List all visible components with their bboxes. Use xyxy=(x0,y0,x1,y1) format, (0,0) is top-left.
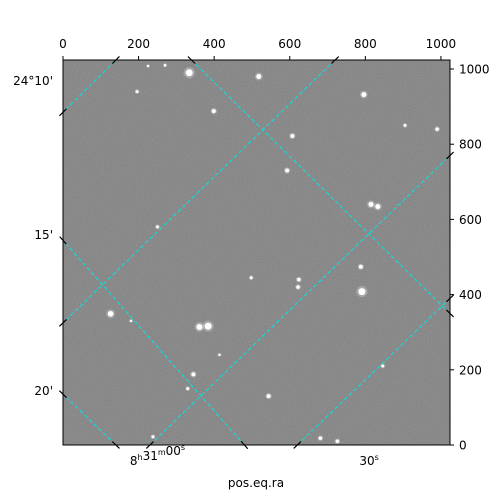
star xyxy=(256,74,262,80)
x-axis-label: pos.eq.ra xyxy=(228,476,284,490)
plot-frame xyxy=(62,59,451,446)
right-tick-label: 0 xyxy=(459,439,467,453)
top-tick-label: 800 xyxy=(354,37,377,51)
plot-area xyxy=(62,59,451,446)
world-tick-mark xyxy=(187,56,196,64)
dec-tick-label: 24°10' xyxy=(13,74,53,88)
star xyxy=(435,127,439,131)
star xyxy=(155,225,159,229)
star xyxy=(146,64,150,68)
star xyxy=(285,168,290,173)
star xyxy=(129,319,133,323)
world-tick-mark xyxy=(446,309,454,318)
ra-grid-line xyxy=(296,298,450,445)
star xyxy=(358,264,363,269)
top-tick-label: 600 xyxy=(278,37,301,51)
star xyxy=(135,90,139,94)
dec-tick-label: 20' xyxy=(34,384,53,398)
world-tick-mark xyxy=(293,441,302,449)
dec-grid-line xyxy=(63,239,245,445)
ra-grid-line xyxy=(63,60,336,324)
star xyxy=(403,123,407,127)
star xyxy=(335,439,340,444)
star xyxy=(266,394,271,399)
pixel-axis-ticks: 0 200 400 600 800 1000 0 200 400 600 800 1000 xyxy=(59,37,489,453)
world-tick-mark xyxy=(111,441,120,449)
right-tick-label: 600 xyxy=(459,213,482,227)
star xyxy=(318,436,323,441)
ra-tick-label: 30s xyxy=(359,453,378,468)
image-noise xyxy=(63,60,450,445)
star xyxy=(297,277,301,282)
dec-grid-line xyxy=(191,60,450,314)
world-tick-mark xyxy=(240,440,249,450)
world-tick-mark xyxy=(445,151,455,160)
star xyxy=(296,285,300,289)
star xyxy=(185,69,193,77)
world-tick-mark xyxy=(111,56,120,64)
world-tick-mark xyxy=(58,390,68,399)
star xyxy=(186,387,190,391)
world-tick-mark xyxy=(331,56,340,64)
star xyxy=(381,364,385,368)
star xyxy=(196,323,203,330)
star xyxy=(358,288,366,296)
top-tick-label: 1000 xyxy=(426,37,457,51)
world-axis-ticks: 8h31m00s 30s 24°10' 15' 20' xyxy=(13,56,455,468)
world-tick-mark xyxy=(59,236,67,245)
top-tick-label: 0 xyxy=(59,37,67,51)
right-tick-label: 400 xyxy=(459,288,482,302)
star xyxy=(151,435,155,439)
top-tick-label: 400 xyxy=(203,37,226,51)
star xyxy=(375,204,381,210)
world-tick-mark xyxy=(445,294,455,303)
stars-layer xyxy=(106,63,441,445)
world-tick-mark xyxy=(58,318,68,327)
coordinate-grid xyxy=(63,60,450,445)
right-tick-label: 800 xyxy=(459,138,482,152)
star xyxy=(368,201,374,207)
right-tick-label: 1000 xyxy=(459,63,490,77)
right-tick-label: 200 xyxy=(459,363,482,377)
star xyxy=(290,133,295,138)
star xyxy=(361,92,367,98)
star xyxy=(163,63,167,67)
top-tick-label: 200 xyxy=(127,37,150,51)
world-tick-mark xyxy=(59,108,67,117)
ra-grid-line xyxy=(149,155,450,445)
star xyxy=(218,353,221,356)
star xyxy=(249,276,253,280)
star xyxy=(107,310,114,317)
star xyxy=(211,109,216,114)
ra-tick-label: 8h31m00s xyxy=(130,443,185,468)
world-tick-mark xyxy=(145,441,154,449)
dec-tick-label: 15' xyxy=(34,228,53,242)
star xyxy=(204,322,212,330)
star xyxy=(191,372,196,377)
